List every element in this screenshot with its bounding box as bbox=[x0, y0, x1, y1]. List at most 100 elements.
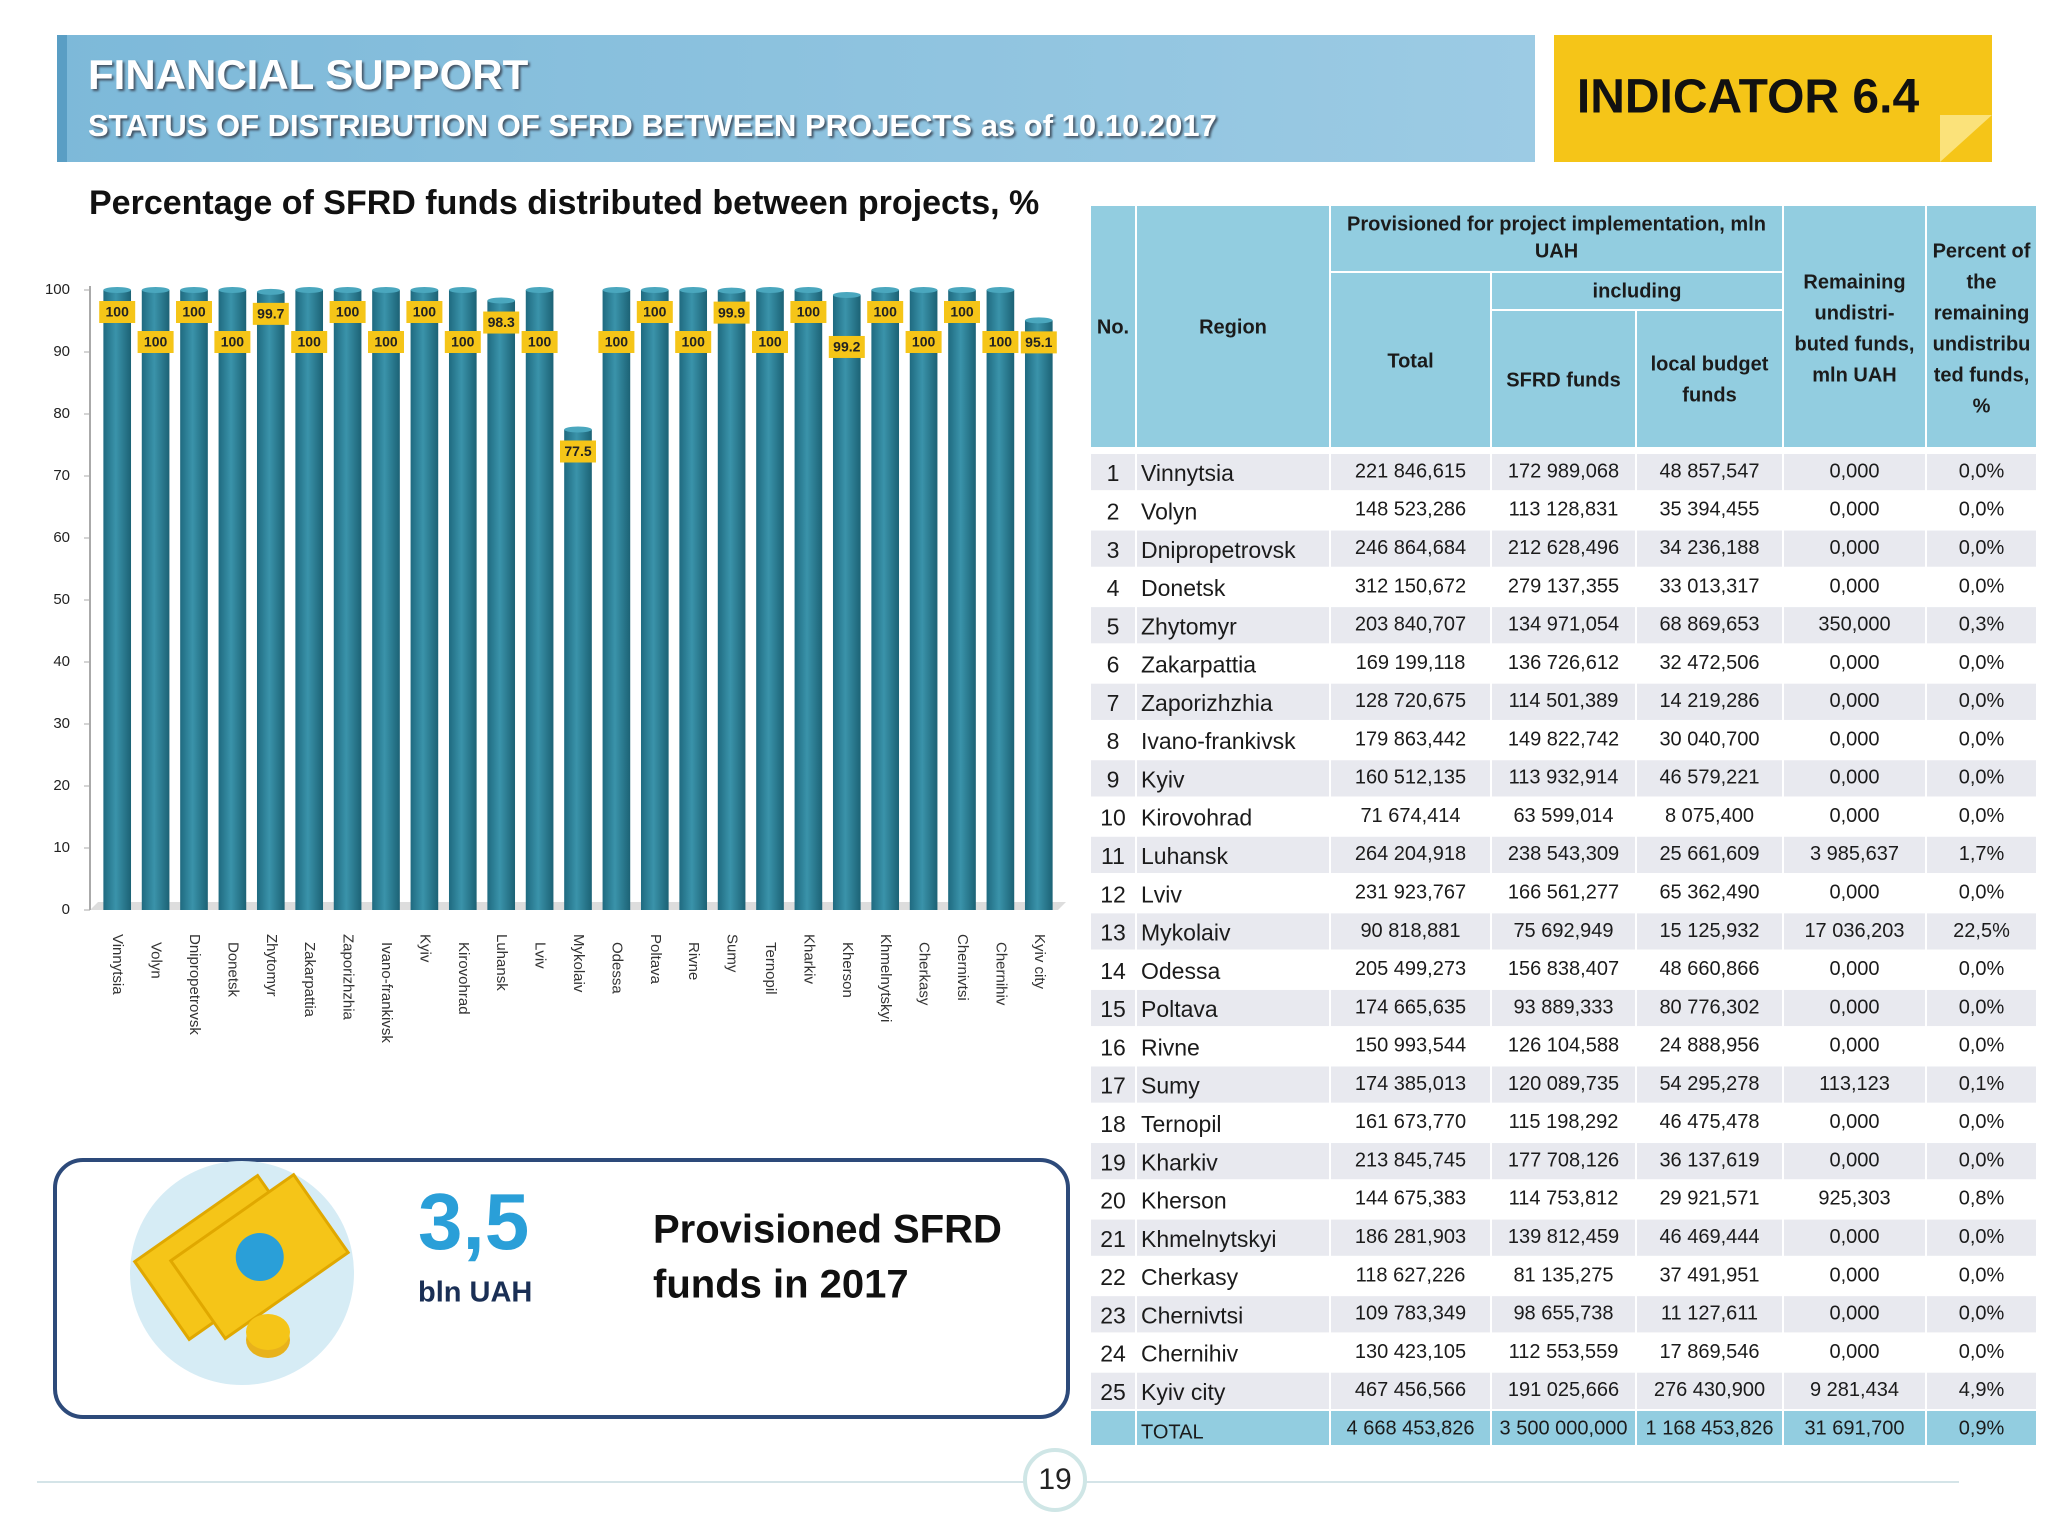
table-cell-text: 48 660,866 bbox=[1659, 958, 1759, 980]
total-cell: 4 668 453,826 bbox=[1347, 1417, 1475, 1439]
table-cell-text: 0,0% bbox=[1959, 1149, 2005, 1171]
y-tick-label: 100 bbox=[45, 281, 70, 298]
value-label: 77.5 bbox=[564, 443, 591, 459]
table-cell-text: 238 543,309 bbox=[1508, 843, 1619, 865]
table-cell bbox=[1925, 1294, 2038, 1335]
bar-cap bbox=[487, 297, 516, 304]
bar bbox=[218, 290, 247, 910]
table-cell-text: 0,0% bbox=[1959, 767, 2005, 789]
value-label: 100 bbox=[758, 334, 782, 350]
x-tick-label: Dnipropetrovsk bbox=[186, 934, 203, 1035]
value-label: 100 bbox=[221, 334, 245, 350]
table-cell-text: 4 bbox=[1107, 575, 1120, 601]
table-cell-text: 13 bbox=[1100, 920, 1126, 946]
bar bbox=[602, 290, 631, 910]
table-cell-text: 172 989,068 bbox=[1508, 460, 1619, 482]
table-header: No. bbox=[1097, 316, 1129, 338]
value-label-box bbox=[406, 301, 443, 323]
table-cell-text: 350,000 bbox=[1818, 614, 1890, 636]
table-cell-text: 221 846,615 bbox=[1355, 460, 1466, 482]
table-header: including bbox=[1593, 280, 1682, 302]
table-cell-text: 205 499,273 bbox=[1355, 958, 1466, 980]
bar bbox=[372, 290, 400, 910]
table-cell-text: 71 674,414 bbox=[1360, 805, 1460, 827]
region-name: Kyiv city bbox=[1141, 1379, 1226, 1405]
table-cell-text: 0,0% bbox=[1959, 1035, 2005, 1057]
x-tick-label: Mykolaiv bbox=[570, 934, 587, 993]
table-cell bbox=[1925, 1409, 2038, 1447]
bar-cap bbox=[256, 288, 285, 295]
table-cell bbox=[1925, 1179, 2038, 1220]
bar bbox=[487, 300, 516, 910]
table-cell bbox=[1135, 681, 1331, 722]
table-cell-text: 115 198,292 bbox=[1509, 1111, 1619, 1133]
table-cell bbox=[1782, 1409, 1927, 1447]
table-cell bbox=[1089, 452, 1137, 493]
bar bbox=[717, 290, 746, 910]
y-tick-label: 90 bbox=[53, 343, 70, 360]
table-cell bbox=[1925, 911, 2038, 952]
table-cell-text: 22 bbox=[1100, 1264, 1126, 1290]
table-header: % bbox=[1973, 395, 1991, 417]
table-cell bbox=[1782, 528, 1927, 569]
table-cell-text: 0,0% bbox=[1959, 460, 2005, 482]
table-cell-text: 213 845,745 bbox=[1355, 1149, 1466, 1171]
value-label: 100 bbox=[182, 304, 206, 320]
table-cell bbox=[1635, 719, 1784, 761]
table-cell-text: 98 655,738 bbox=[1513, 1303, 1613, 1325]
total-cell: 1 168 453,826 bbox=[1646, 1417, 1774, 1439]
table-cell bbox=[1490, 1370, 1637, 1411]
table-cell-text: 17 036,203 bbox=[1804, 920, 1904, 942]
table-cell-text: 30 040,700 bbox=[1659, 728, 1759, 750]
bar-cap bbox=[295, 287, 324, 293]
table-cell-text: 48 857,547 bbox=[1659, 460, 1759, 482]
table-cell-text: 0,000 bbox=[1829, 958, 1879, 980]
table-cell bbox=[1135, 1102, 1331, 1144]
table-cell bbox=[1490, 605, 1637, 646]
bar bbox=[333, 290, 362, 910]
value-label: 100 bbox=[298, 334, 322, 350]
bar bbox=[909, 290, 938, 910]
table-cell-text: 0,0% bbox=[1959, 1303, 2005, 1325]
table-cell-text: 0,0% bbox=[1959, 499, 2005, 521]
table-cell bbox=[1782, 681, 1927, 722]
table-cell-text: 23 bbox=[1100, 1302, 1126, 1328]
table-cell-text: 0,0% bbox=[1959, 996, 2005, 1018]
value-label: 100 bbox=[682, 334, 706, 350]
region-name: Cherkasy bbox=[1141, 1264, 1239, 1290]
table-cell bbox=[1925, 949, 2038, 990]
table-cell-text: 90 818,881 bbox=[1360, 920, 1460, 942]
bar bbox=[871, 290, 900, 910]
table-cell bbox=[1490, 1409, 1637, 1447]
table-cell-text: 46 579,221 bbox=[1659, 767, 1759, 789]
table-cell-text: 12 bbox=[1100, 881, 1126, 907]
table-cell-text: 0,0% bbox=[1959, 1226, 2005, 1248]
bar-cap bbox=[180, 287, 208, 293]
table-cell-text: 46 475,478 bbox=[1659, 1111, 1759, 1133]
bar-cap bbox=[602, 287, 631, 293]
table-header: funds bbox=[1682, 384, 1736, 406]
table-cell-text: 3 985,637 bbox=[1810, 843, 1899, 865]
table-cell-text: 0,0% bbox=[1959, 728, 2005, 750]
value-label: 99.9 bbox=[718, 304, 745, 320]
table-cell bbox=[1329, 1217, 1492, 1258]
table-cell-text: 279 137,355 bbox=[1508, 575, 1619, 597]
value-label-box bbox=[675, 331, 712, 353]
indicator-fold bbox=[1940, 115, 1992, 162]
bar-cap bbox=[986, 287, 1015, 293]
table-cell-text: 0,0% bbox=[1959, 882, 2005, 904]
table-cell-text: 128 720,675 bbox=[1355, 690, 1466, 712]
table-cell bbox=[1135, 490, 1331, 531]
table-cell-text: 0,0% bbox=[1959, 1264, 2005, 1286]
x-tick-label: Chernivtsi bbox=[954, 934, 971, 1001]
table-cell-text: 29 921,571 bbox=[1659, 1188, 1759, 1210]
table-cell-text: 0,0% bbox=[1959, 690, 2005, 712]
value-label-box bbox=[905, 331, 942, 353]
x-tick-label: Kherson bbox=[839, 942, 856, 998]
table-cell-text: 130 423,105 bbox=[1355, 1341, 1466, 1363]
table-cell-text: 9 bbox=[1107, 766, 1120, 792]
bar-cap bbox=[372, 287, 400, 293]
x-tick-label: Kyiv city bbox=[1031, 934, 1048, 990]
table-cell-text: 150 993,544 bbox=[1355, 1035, 1466, 1057]
